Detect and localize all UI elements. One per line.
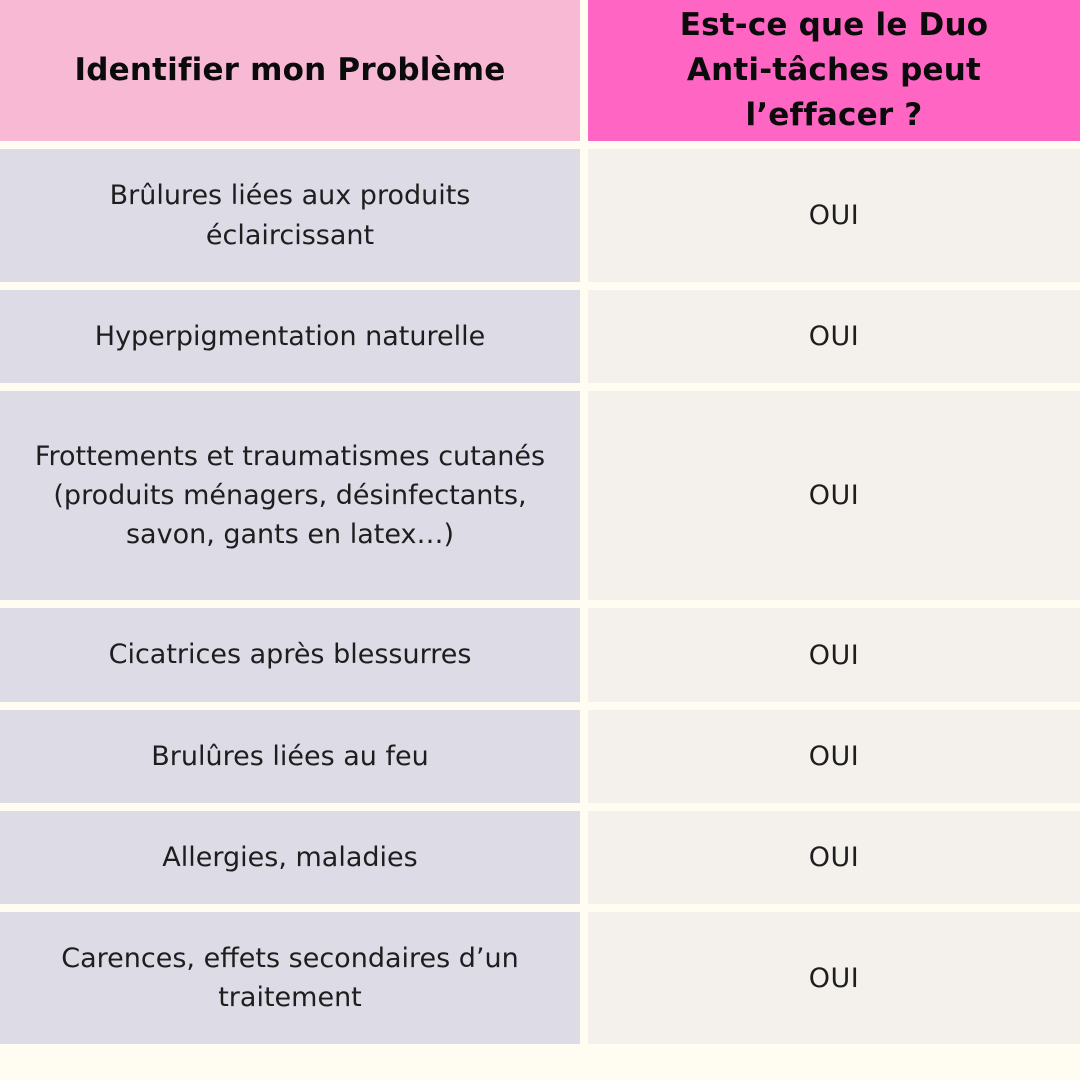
answer-cell: OUI [588,710,1080,803]
table-row: Cicatrices après blessurres OUI [0,608,1080,702]
answer-text: OUI [808,321,860,352]
column-header-problem: Identifier mon Problème [0,0,580,141]
problem-cell: Brulûres liées au feu [0,710,580,803]
table-row: Carences, effets secondaires d’un traite… [0,912,1080,1044]
problem-text: Brulûres liées au feu [151,740,429,772]
answer-cell: OUI [588,811,1080,904]
answer-cell: OUI [588,290,1080,383]
problem-text: Carences, effets secondaires d’un traite… [61,942,519,1013]
problem-text: Cicatrices après blessurres [108,639,472,671]
answer-cell: OUI [588,391,1080,600]
problem-cell: Carences, effets secondaires d’un traite… [0,912,580,1044]
answer-text: OUI [808,962,860,994]
table-row: Brulûres liées au feu OUI [0,710,1080,803]
problem-text: Frottements et traumatismes cutanés (pro… [34,440,546,551]
answer-text: OUI [808,639,860,671]
column-header-problem-label: Identifier mon Problème [74,52,506,89]
answer-cell: OUI [588,149,1080,282]
problem-text: Brûlures liées aux produits éclaircissan… [109,180,471,251]
table-row: Allergies, maladies OUI [0,811,1080,904]
problem-cell: Hyperpigmentation naturelle [0,290,580,383]
answer-text: OUI [808,741,860,772]
problem-cell: Frottements et traumatismes cutanés (pro… [0,391,580,600]
column-header-answer-label: Est-ce que le Duo Anti-tâches peut l’eff… [679,7,989,133]
answer-cell: OUI [588,608,1080,702]
table-row: Frottements et traumatismes cutanés (pro… [0,391,1080,600]
table-row: Hyperpigmentation naturelle OUI [0,290,1080,383]
problem-text: Hyperpigmentation naturelle [94,320,486,352]
answer-text: OUI [808,200,860,231]
answer-text: OUI [808,480,860,511]
problem-text: Allergies, maladies [162,841,418,873]
answer-text: OUI [808,842,860,873]
problem-cell: Cicatrices après blessurres [0,608,580,702]
table-header-row: Identifier mon Problème Est-ce que le Du… [0,0,1080,141]
table-row: Brûlures liées aux produits éclaircissan… [0,149,1080,282]
problem-cell: Brûlures liées aux produits éclaircissan… [0,149,580,282]
answer-cell: OUI [588,912,1080,1044]
column-header-answer: Est-ce que le Duo Anti-tâches peut l’eff… [588,0,1080,141]
problem-cell: Allergies, maladies [0,811,580,904]
